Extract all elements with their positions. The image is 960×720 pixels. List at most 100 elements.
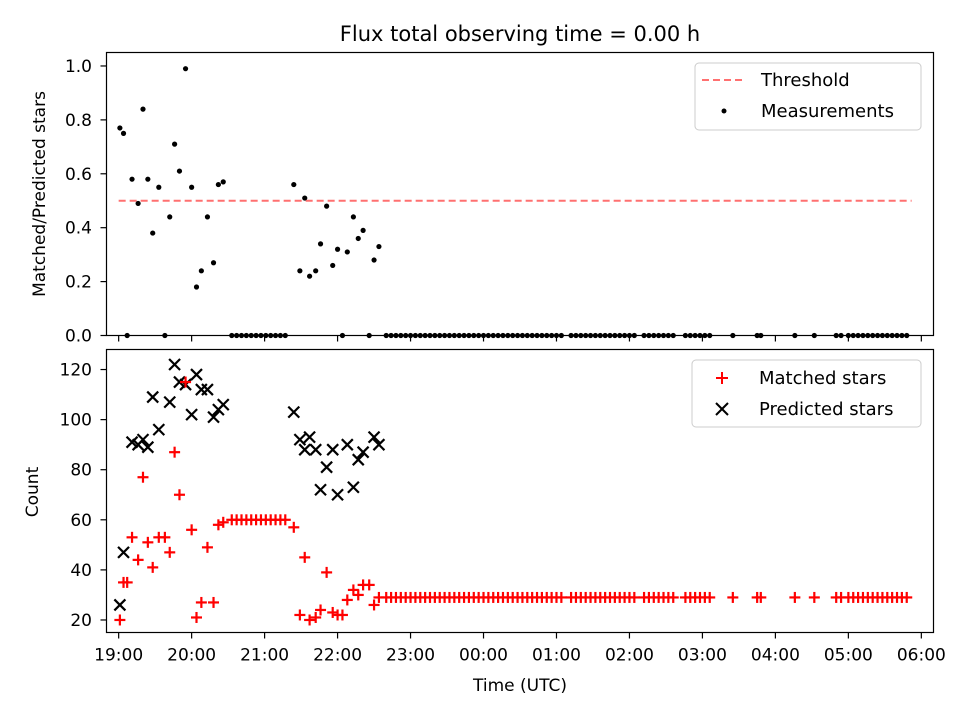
top-panel: 0.0 0.2 0.4 0.6 0.8 1.0 Matched/Predicted sta… — [30, 51, 935, 347]
predicted-point — [331, 488, 344, 502]
y-tick-label: 0.6 — [65, 165, 92, 185]
predicted-point — [320, 460, 333, 474]
measurement-point — [210, 260, 217, 266]
bottom-panel: 20 40 60 80 100 120 19:00 20:00 21:00 22:00 23:00… — [23, 348, 946, 696]
measurement-point — [204, 214, 211, 220]
measurement-point — [172, 141, 178, 147]
predicted-point — [293, 433, 307, 446]
matched-point — [347, 584, 359, 596]
measurement-point — [334, 246, 341, 252]
matched-point — [279, 514, 291, 526]
predicted-point — [216, 398, 230, 411]
x-tick-label: 21:00 — [240, 646, 289, 666]
legend-measurements-swatch — [721, 108, 727, 114]
matched-point — [142, 536, 154, 548]
matched-point — [164, 546, 176, 558]
y-tick-label: 0.2 — [65, 273, 92, 293]
y-tick-label: 20 — [70, 611, 92, 631]
matched-point — [555, 591, 567, 603]
measurement-point — [215, 181, 221, 188]
predicted-point — [309, 443, 322, 456]
matched-point — [190, 611, 202, 623]
matched-point — [727, 591, 739, 603]
matched-point — [321, 566, 333, 578]
measurement-point — [150, 230, 156, 236]
matched-point — [114, 614, 126, 626]
predicted-point — [146, 390, 159, 404]
chart-title: Flux total observing time = 0.00 h — [340, 22, 700, 46]
matched-point — [212, 519, 224, 531]
matched-point — [336, 609, 348, 621]
measurement-point — [167, 214, 173, 220]
measurement-point — [189, 184, 195, 190]
measurement-point — [376, 243, 382, 250]
y-tick-label: 0.4 — [65, 219, 92, 239]
measurement-point — [120, 130, 127, 136]
bottom-y-axis-label: Count — [23, 466, 43, 517]
x-axis-label: Time (UTC) — [472, 676, 567, 696]
x-tick-label: 01:00 — [532, 646, 581, 666]
measurement-point — [317, 241, 324, 247]
legend-threshold-label: Threshold — [760, 70, 850, 91]
matched-point — [327, 606, 339, 618]
top-legend-box — [694, 62, 922, 131]
matched-point — [126, 531, 138, 543]
bottom-marks — [113, 358, 913, 626]
legend-measurements-label: Measurements — [761, 101, 894, 122]
measurement-point — [350, 214, 356, 220]
legend-predicted-swatch — [715, 402, 729, 416]
measurement-point — [302, 195, 308, 201]
predicted-point — [117, 546, 130, 559]
x-tick-label: 19:00 — [94, 646, 143, 666]
measurement-point — [371, 257, 377, 263]
measurement-point — [117, 125, 123, 131]
measurement-point — [176, 168, 183, 174]
top-legend: Threshold Measurements — [694, 62, 922, 131]
matched-point — [173, 489, 185, 501]
matched-point — [628, 591, 640, 603]
measurement-point — [344, 249, 350, 255]
bottom-legend-box — [691, 359, 922, 428]
x-tick-label: 06:00 — [897, 646, 946, 666]
measurement-point — [193, 284, 200, 290]
x-tick-label: 22:00 — [313, 646, 362, 666]
legend-matched-swatch — [716, 372, 728, 384]
measurement-point — [129, 176, 135, 182]
bottom-x-axis: 19:00 20:00 21:00 22:00 23:00 00:00 01:00 02:00… — [94, 632, 946, 666]
y-tick-label: 120 — [60, 361, 92, 381]
top-plot-frame — [105, 51, 935, 337]
matched-point — [294, 609, 306, 621]
predicted-point — [113, 598, 127, 612]
measurement-point — [198, 268, 204, 274]
bottom-plot-frame — [105, 348, 935, 634]
y-tick-label: 40 — [70, 561, 92, 581]
matched-point — [195, 596, 207, 608]
measurement-point — [220, 179, 226, 185]
y-tick-label: 80 — [70, 461, 92, 481]
predicted-point — [163, 395, 177, 409]
predicted-point — [168, 358, 181, 371]
y-tick-label: 0.8 — [65, 111, 92, 131]
matched-point — [901, 591, 913, 603]
predicted-point — [141, 440, 155, 454]
predicted-point — [341, 438, 354, 451]
matched-point — [217, 516, 229, 528]
measurement-point — [313, 268, 319, 274]
matched-point — [159, 531, 171, 543]
matched-point — [789, 591, 801, 603]
y-tick-label: 0.0 — [65, 327, 92, 347]
matched-point — [180, 376, 192, 388]
predicted-point — [190, 368, 203, 381]
bottom-legend: Matched stars Predicted stars — [691, 359, 922, 428]
matched-point — [352, 589, 364, 601]
x-tick-label: 23:00 — [386, 646, 435, 666]
matched-point — [368, 599, 380, 611]
x-tick-label: 20:00 — [167, 646, 216, 666]
y-tick-label: 60 — [70, 511, 92, 531]
matched-point — [147, 561, 159, 573]
predicted-point — [152, 423, 166, 436]
predicted-point — [356, 445, 370, 459]
measurement-point — [182, 66, 189, 72]
predicted-point — [372, 438, 386, 451]
